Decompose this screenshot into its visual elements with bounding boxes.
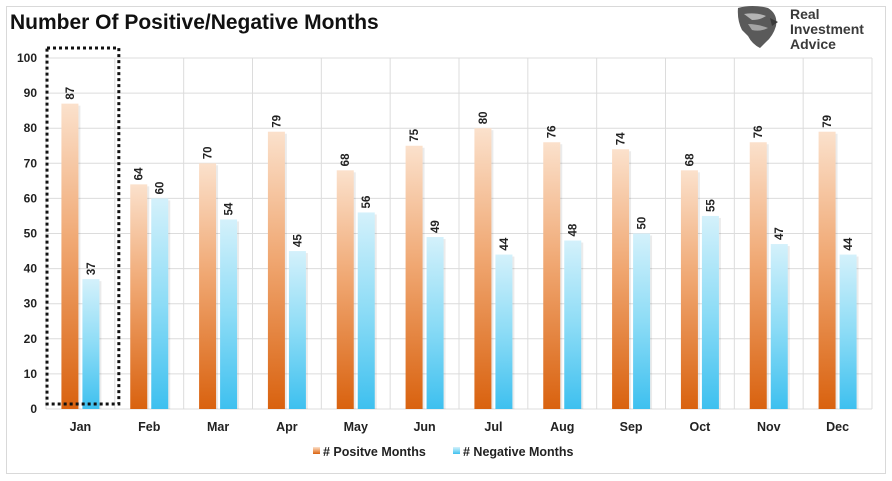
chart-border [6, 6, 886, 474]
bars [61, 103, 859, 410]
bar-positive [405, 145, 423, 409]
bar-negative [564, 240, 582, 409]
bar-positive [749, 142, 767, 410]
brand-line-3: Advice [790, 36, 836, 52]
data-label: 68 [340, 153, 352, 166]
data-label: 56 [361, 196, 373, 209]
x-tick-label: Sep [620, 420, 643, 434]
legend-label-negative: # Negative Months [463, 445, 573, 459]
brand-line-2: Investment [790, 21, 864, 37]
bar-negative [426, 237, 444, 409]
bar-positive [61, 103, 79, 409]
bar-negative [220, 219, 238, 409]
x-tick-label: Mar [207, 420, 229, 434]
legend-item-negative: # Negative Months [453, 445, 573, 459]
x-tick-label: Dec [826, 420, 849, 434]
data-label: 49 [430, 220, 442, 233]
x-tick-label: Oct [689, 420, 711, 434]
data-label: 87 [65, 87, 77, 100]
data-label: 80 [478, 111, 490, 124]
y-tick-label: 20 [24, 332, 38, 346]
x-tick-label: Jun [413, 420, 435, 434]
legend-swatch-negative [453, 447, 460, 454]
data-label: 70 [203, 147, 215, 160]
data-labels: 87 37 64 60 70 54 79 45 68 56 75 49 80 44 76 48 74 50 68 55… [65, 87, 855, 275]
y-axis: 0 10 20 30 40 50 60 70 80 90 100 [17, 51, 37, 416]
eagle-head-icon [737, 6, 778, 48]
y-tick-label: 40 [24, 262, 38, 276]
bar-negative [495, 254, 513, 409]
data-label: 79 [271, 115, 283, 128]
bar-positive [543, 142, 561, 410]
legend: # Positve Months # Negative Months [313, 445, 573, 459]
bar-positive [680, 170, 698, 409]
y-tick-label: 90 [24, 86, 38, 100]
bar-positive [267, 131, 285, 409]
data-label: 60 [155, 182, 167, 195]
data-label: 50 [637, 217, 649, 230]
data-label: 55 [705, 199, 717, 212]
brand-line-1: Real [790, 6, 820, 22]
x-axis: Jan Feb Mar Apr May Jun Jul Aug Sep Oct Nov Dec [70, 420, 849, 434]
x-tick-label: Aug [550, 420, 574, 434]
y-tick-label: 80 [24, 121, 38, 135]
data-label: 44 [499, 237, 511, 250]
data-label: 48 [568, 223, 580, 236]
data-label: 47 [774, 227, 786, 240]
x-tick-label: Apr [276, 420, 298, 434]
y-tick-label: 50 [24, 227, 38, 241]
data-label: 45 [292, 234, 304, 247]
bar-negative [770, 244, 788, 409]
data-label: 74 [616, 132, 628, 145]
y-tick-label: 70 [24, 156, 38, 170]
bar-positive [199, 163, 217, 409]
x-tick-label: Jul [484, 420, 502, 434]
x-tick-label: May [344, 420, 368, 434]
y-tick-label: 0 [30, 402, 37, 416]
bar-positive [336, 170, 354, 409]
data-label: 37 [86, 262, 98, 275]
data-label: 75 [409, 128, 421, 141]
data-label: 44 [843, 237, 855, 250]
bar-negative [357, 212, 375, 409]
bar-negative [633, 233, 651, 409]
bar-negative [82, 279, 100, 409]
chart-title: Number Of Positive/Negative Months [10, 11, 379, 34]
legend-item-positive: # Positve Months [313, 445, 426, 459]
data-label: 79 [822, 115, 834, 128]
bar-negative [288, 251, 306, 409]
bar-positive [474, 128, 492, 409]
bar-negative [701, 215, 719, 409]
x-tick-label: Nov [757, 420, 781, 434]
bar-positive [130, 184, 148, 409]
legend-swatch-positive [313, 447, 320, 454]
y-tick-label: 10 [24, 367, 38, 381]
bar-positive [612, 149, 630, 409]
highlight-box [45, 46, 121, 406]
bar-negative [151, 198, 169, 409]
bar-negative [839, 254, 857, 409]
data-label: 76 [753, 125, 765, 138]
data-label: 76 [547, 125, 559, 138]
bar-positive [818, 131, 836, 409]
brand-logo: Real Investment Advice [737, 6, 864, 52]
y-tick-label: 60 [24, 191, 38, 205]
x-tick-label: Feb [138, 420, 161, 434]
y-tick-label: 30 [24, 297, 38, 311]
data-label: 54 [224, 202, 236, 215]
y-tick-label: 100 [17, 51, 37, 65]
data-label: 64 [134, 167, 146, 180]
data-label: 68 [684, 153, 696, 166]
legend-label-positive: # Positve Months [323, 445, 426, 459]
x-tick-label: Jan [70, 420, 92, 434]
